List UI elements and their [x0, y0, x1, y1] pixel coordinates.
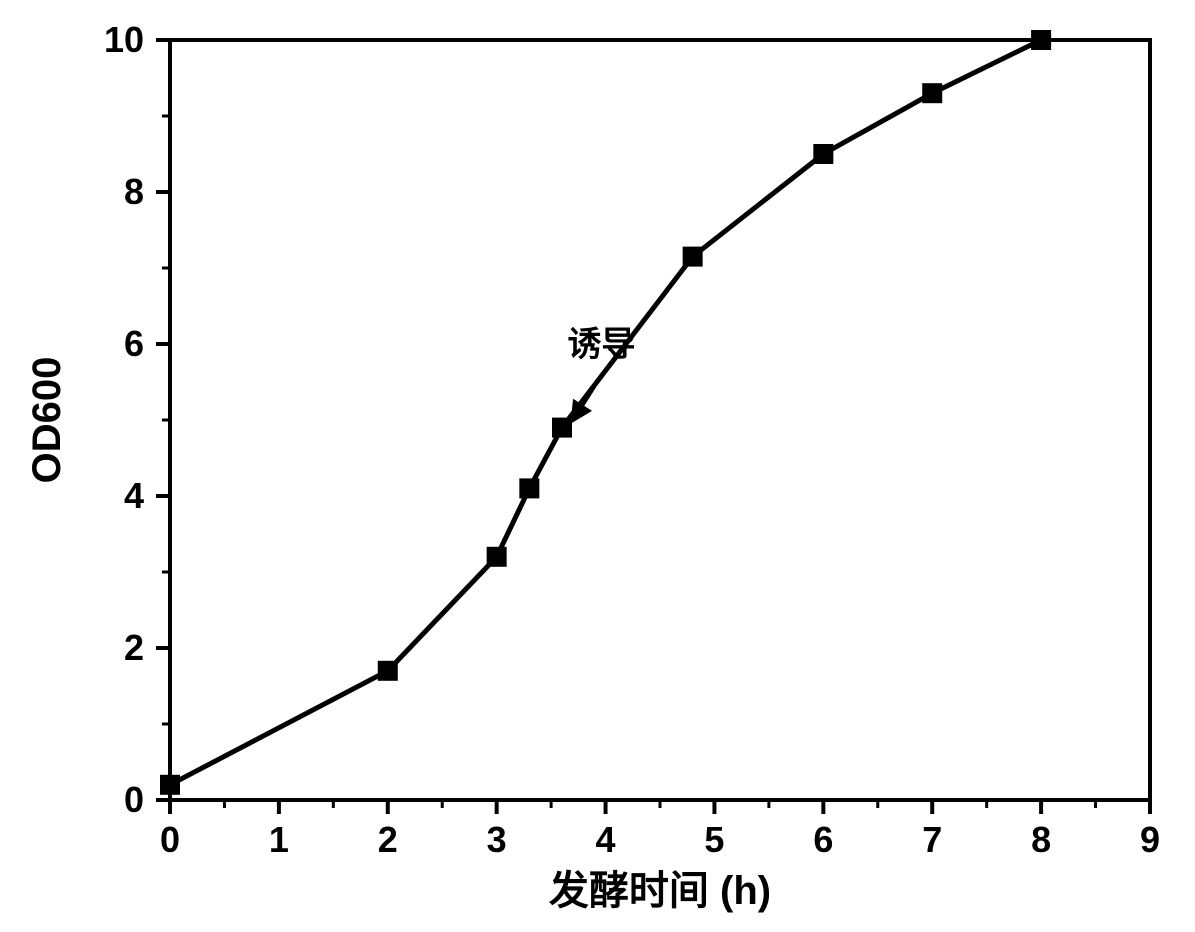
data-marker: [1032, 31, 1050, 49]
data-marker: [553, 419, 571, 437]
x-tick-label: 5: [704, 819, 724, 860]
x-tick-label: 3: [487, 819, 507, 860]
chart-container: 0 1 2 3 4 5 6 7 8 9 0 2 4 6 8 10 OD600 发酵时间 (h) 诱导: [0, 0, 1195, 932]
plot-frame: [170, 40, 1150, 800]
chart-svg: 0 1 2 3 4 5 6 7 8 9 0 2 4 6 8 10 OD600 发酵时间 (h) 诱导: [0, 0, 1195, 932]
x-tick-label: 1: [269, 819, 289, 860]
annotation-arrow-head: [573, 402, 588, 420]
annotation-label: 诱导: [567, 325, 635, 363]
x-tick-label: 0: [160, 819, 180, 860]
y-tick-label: 2: [124, 627, 144, 668]
y-tick-label: 8: [124, 171, 144, 212]
data-marker: [684, 248, 702, 266]
x-tick-label: 7: [922, 819, 942, 860]
x-tick-label: 4: [596, 819, 616, 860]
x-tick-label: 9: [1140, 819, 1160, 860]
y-tick-label: 0: [124, 779, 144, 820]
data-marker: [488, 548, 506, 566]
x-tick-label: 8: [1031, 819, 1051, 860]
y-tick-label: 6: [124, 323, 144, 364]
y-tick-label: 4: [124, 475, 144, 516]
y-tick-label: 10: [104, 19, 144, 60]
data-marker: [379, 662, 397, 680]
data-marker: [520, 479, 538, 497]
data-marker: [814, 145, 832, 163]
data-line-growth: [170, 40, 1041, 785]
data-marker: [923, 84, 941, 102]
x-tick-label: 2: [378, 819, 398, 860]
data-marker: [161, 776, 179, 794]
y-axis-label: OD600: [25, 357, 69, 484]
x-tick-label: 6: [813, 819, 833, 860]
x-axis-label: 发酵时间 (h): [549, 869, 771, 913]
